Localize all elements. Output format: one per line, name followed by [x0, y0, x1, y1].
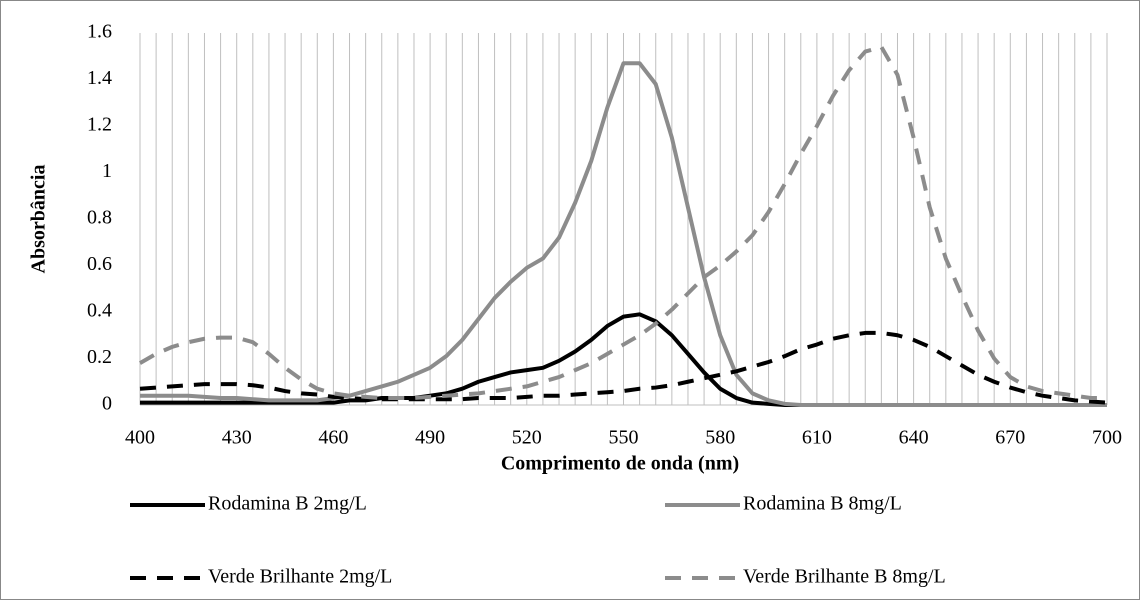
series-line [139, 330, 1108, 405]
x-axis-title: Comprimento de onda (nm) [501, 453, 739, 475]
legend-label: Rodamina B 2mg/L [208, 493, 367, 515]
x-tick-label: 430 [222, 427, 252, 449]
x-tick-label: 670 [995, 427, 1025, 449]
x-tick-label: 700 [1092, 427, 1122, 449]
y-tick-label: 1.4 [87, 67, 112, 89]
y-tick-label: 0.2 [87, 346, 112, 368]
y-tick-label: 1.2 [87, 114, 112, 136]
y-axis-title: Absorbância [28, 165, 50, 274]
x-tick-label: 400 [125, 427, 155, 449]
y-tick-label: 0 [102, 393, 112, 415]
legend-label: Rodamina B 8mg/L [743, 493, 902, 515]
series-line [139, 44, 1107, 401]
x-tick-label: 640 [899, 427, 929, 449]
y-tick-label: 1.6 [87, 21, 112, 43]
y-tick-label: 0.4 [87, 300, 112, 322]
x-tick-label: 550 [609, 427, 639, 449]
x-tick-label: 490 [415, 427, 445, 449]
y-tick-label: 1 [102, 160, 112, 182]
x-tick-label: 460 [318, 427, 348, 449]
x-tick-label: 610 [802, 427, 832, 449]
x-tick-label: 580 [705, 427, 735, 449]
x-tick-label: 520 [512, 427, 542, 449]
legend-label: Verde Brilhante 2mg/L [208, 566, 392, 588]
series-line [140, 61, 1107, 407]
y-tick-label: 0.6 [87, 253, 112, 275]
legend-label: Verde Brilhante B 8mg/L [743, 566, 946, 588]
y-tick-label: 0.8 [87, 207, 112, 229]
